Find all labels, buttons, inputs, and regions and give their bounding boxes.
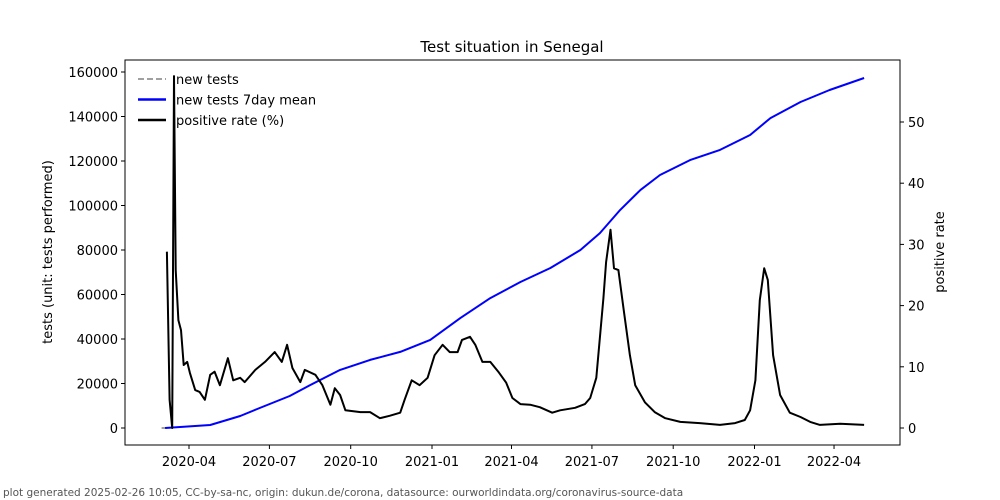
y-tick-label: 40000	[77, 333, 118, 348]
y2-tick-label: 40	[908, 177, 925, 192]
x-tick-label: 2020-04	[162, 455, 216, 470]
y-tick-label: 100000	[68, 200, 118, 215]
legend: new tests new tests 7day mean positive rat…	[138, 73, 316, 129]
y-axis-label: tests (unit: tests performed)	[41, 160, 56, 344]
series-line-positive-rate-	[165, 75, 865, 429]
y-tick-label: 140000	[68, 111, 118, 126]
footer-note: plot generated 2025-02-26 10:05, CC-by-s…	[3, 487, 684, 499]
y-tick-label: 60000	[77, 289, 118, 304]
legend-label: new tests	[176, 73, 239, 88]
chart-title: Test situation in Senegal	[419, 38, 603, 56]
y2-axis-label: positive rate	[933, 211, 948, 293]
y2-tick-label: 10	[908, 361, 925, 376]
y-tick-label: 80000	[77, 244, 118, 259]
x-tick-label: 2020-07	[242, 455, 296, 470]
x-tick-label: 2021-01	[405, 455, 459, 470]
y-tick-label: 0	[110, 422, 118, 437]
y-tick-label: 160000	[68, 66, 118, 81]
y-tick-label: 20000	[77, 378, 118, 393]
x-tick-label: 2021-07	[565, 455, 619, 470]
y2-tick-label: 20	[908, 300, 925, 315]
x-tick-label: 2022-01	[727, 455, 781, 470]
y2-tick-label: 0	[908, 422, 916, 437]
series-line-new-tests-7day-mean	[165, 77, 865, 429]
x-tick-label: 2020-10	[324, 455, 378, 470]
x-tick-label: 2021-04	[484, 455, 538, 470]
plot-frame	[124, 59, 901, 446]
y2-tick-label: 50	[908, 116, 925, 131]
y2-tick-label: 30	[908, 238, 925, 253]
y-tick-label: 120000	[68, 155, 118, 170]
x-tick-label: 2022-04	[807, 455, 861, 470]
x-tick-label: 2021-10	[646, 455, 700, 470]
legend-label: positive rate (%)	[176, 114, 284, 129]
legend-label: new tests 7day mean	[176, 94, 316, 109]
